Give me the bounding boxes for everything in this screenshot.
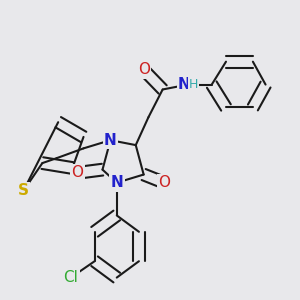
Text: Cl: Cl (63, 270, 78, 285)
Text: N: N (104, 133, 117, 148)
Text: O: O (71, 165, 83, 180)
Text: S: S (18, 183, 29, 198)
Text: O: O (138, 62, 150, 77)
Text: H: H (189, 78, 198, 91)
Text: N: N (110, 175, 123, 190)
Text: O: O (158, 175, 170, 190)
Text: N: N (178, 77, 190, 92)
